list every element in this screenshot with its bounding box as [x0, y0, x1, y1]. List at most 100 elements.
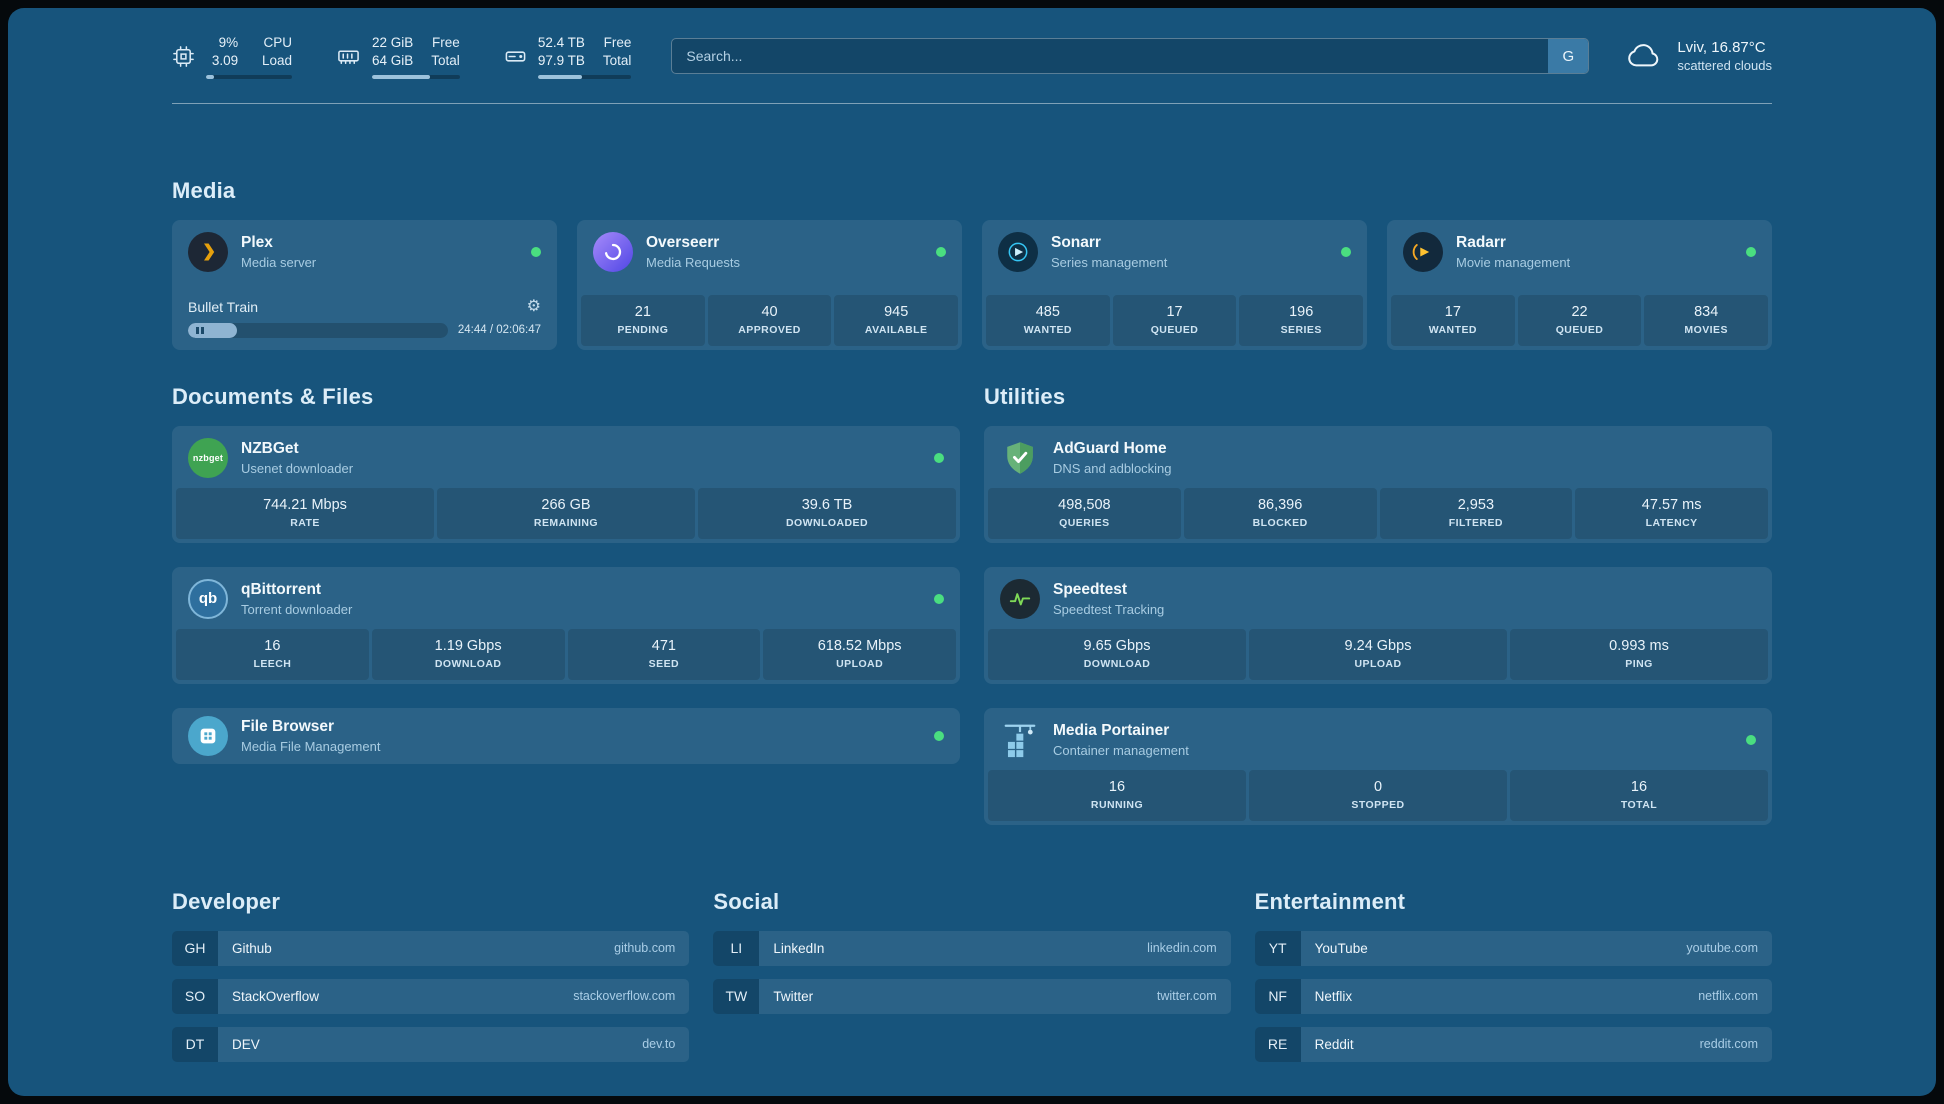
search-input[interactable] [671, 38, 1590, 75]
stat-label: FILTERED [1448, 516, 1503, 529]
stat-block: 266 GB REMAINING [437, 487, 695, 539]
status-dot [1746, 246, 1756, 257]
bookmark-body: Twitter twitter.com [759, 978, 1231, 1014]
now-playing-header: Bullet Train ⚙ [188, 297, 541, 315]
service-name: Media Portainer [1053, 721, 1170, 739]
stat-label: DOWNLOAD [434, 657, 502, 670]
service-card-plex: Plex Media server Bullet Train ⚙ 24:44 [172, 219, 557, 350]
status-dot [934, 452, 944, 463]
disk-widget: 52.4 TB Free 97.9 TB Total [504, 34, 632, 79]
topbar: 9% CPU 3.09 Load [172, 34, 1772, 79]
memory-widget: 22 GiB Free 64 GiB Total [336, 34, 460, 79]
documents-column: Documents & Files nzbget NZBGet Usenet d… [172, 384, 960, 764]
weather-widget: Lviv, 16.87°C scattered clouds [1623, 39, 1772, 73]
bookmark-abbr: LI [713, 930, 760, 966]
stat-block: 2,953 FILTERED [1379, 487, 1573, 539]
overseerr-icon [593, 231, 633, 272]
bookmark-body: Reddit reddit.com [1300, 1026, 1772, 1062]
service-names: qBittorrent Torrent downloader [241, 581, 352, 617]
bookmark-abbr: RE [1254, 1026, 1301, 1062]
stat-value: 834 [1694, 303, 1719, 320]
service-names: Speedtest Speedtest Tracking [1053, 581, 1164, 617]
service-stats: 744.21 Mbps RATE 266 GB REMAINING 39.6 T… [176, 487, 956, 539]
stat-block: 16 LEECH [176, 628, 369, 680]
cpu-widget-body: 9% CPU 3.09 Load [206, 34, 292, 79]
bookmark-body: YouTube youtube.com [1300, 930, 1772, 966]
stat-value: 2,953 [1457, 496, 1495, 513]
bookmark-abbr: SO [172, 978, 218, 1014]
bookmark-youtube[interactable]: YT YouTube youtube.com [1254, 930, 1772, 966]
plex-icon [188, 231, 228, 272]
service-link-sonarr[interactable]: Sonarr Series management [982, 220, 1367, 282]
bookmark-name: LinkedIn [773, 940, 825, 956]
bookmark-url: netflix.com [1698, 989, 1758, 1004]
bookmark-list: YT YouTube youtube.com NF Netflix netfli… [1254, 930, 1772, 1062]
service-link-plex[interactable]: Plex Media server [172, 220, 557, 282]
cpu-widget: 9% CPU 3.09 Load [172, 34, 292, 79]
service-subtitle: Movie management [1456, 254, 1571, 270]
stat-value: 16 [1108, 778, 1126, 795]
stat-value: 196 [1289, 303, 1314, 320]
search-provider-button[interactable]: G [1548, 39, 1589, 74]
gear-icon[interactable]: ⚙ [526, 297, 541, 315]
cpu-icon [172, 45, 195, 68]
filebrowser-icon [188, 715, 228, 756]
service-link-filebrowser[interactable]: File Browser Media File Management [172, 708, 960, 764]
bookmark-github[interactable]: GH Github github.com [172, 930, 690, 966]
bookmark-url: stackoverflow.com [573, 989, 676, 1004]
service-link-nzbget[interactable]: nzbget NZBGet Usenet downloader [172, 426, 960, 488]
stat-label: TOTAL [1620, 798, 1658, 811]
stat-value: 40 [761, 303, 778, 320]
bookmark-group-title: Developer [172, 888, 281, 914]
bookmark-body: Netflix netflix.com [1300, 978, 1772, 1014]
bookmark-abbr: TW [713, 978, 760, 1014]
stat-value: 22 [1571, 303, 1588, 320]
stat-label: PENDING [617, 323, 669, 336]
section-title-media: Media [172, 177, 236, 203]
service-link-qbittorrent[interactable]: qb qBittorrent Torrent downloader [172, 567, 960, 629]
stat-block: 0 STOPPED [1249, 769, 1507, 821]
stat-block: 47.57 ms LATENCY [1575, 487, 1768, 539]
now-playing-widget: Bullet Train ⚙ 24:44 / 02:06:47 [172, 297, 557, 350]
stat-value: 498,508 [1058, 496, 1111, 513]
stat-label: MOVIES [1684, 323, 1728, 336]
stat-block: 618.52 Mbps UPLOAD [763, 628, 956, 680]
service-name: Overseerr [646, 233, 720, 251]
bookmark-dev[interactable]: DT DEV dev.to [172, 1026, 690, 1062]
bookmark-abbr: DT [172, 1026, 218, 1062]
bookmark-list: GH Github github.com SO StackOverflow st… [172, 930, 690, 1062]
pause-icon[interactable] [196, 326, 204, 334]
service-name: Radarr [1456, 233, 1506, 251]
service-subtitle: Media Requests [646, 254, 740, 270]
portainer-icon [1000, 720, 1040, 760]
memory-free-value: 22 GiB [372, 35, 414, 50]
bookmark-reddit[interactable]: RE Reddit reddit.com [1254, 1026, 1772, 1062]
service-card-adguard: AdGuard Home DNS and adblocking 498,508 … [984, 425, 1772, 543]
bookmark-body: Github github.com [218, 930, 690, 966]
stat-label: SERIES [1280, 323, 1322, 336]
bookmark-name: DEV [232, 1036, 260, 1052]
service-link-speedtest[interactable]: Speedtest Speedtest Tracking [984, 567, 1772, 629]
service-link-portainer[interactable]: Media Portainer Container management [984, 708, 1772, 770]
stat-value: 9.24 Gbps [1344, 637, 1412, 654]
service-link-adguard[interactable]: AdGuard Home DNS and adblocking [984, 426, 1772, 488]
service-names: Sonarr Series management [1051, 234, 1167, 270]
service-link-radarr[interactable]: Radarr Movie management [1387, 220, 1772, 282]
bookmark-twitter[interactable]: TW Twitter twitter.com [713, 978, 1231, 1014]
bookmark-url: twitter.com [1156, 989, 1217, 1004]
disk-free-label: Free [603, 35, 632, 50]
service-subtitle: Usenet downloader [241, 460, 354, 476]
bookmark-stackoverflow[interactable]: SO StackOverflow stackoverflow.com [172, 978, 690, 1014]
memory-widget-body: 22 GiB Free 64 GiB Total [372, 34, 460, 79]
service-names: NZBGet Usenet downloader [241, 440, 353, 476]
service-subtitle: Container management [1053, 742, 1189, 758]
service-name: AdGuard Home [1053, 439, 1167, 457]
service-link-overseerr[interactable]: Overseerr Media Requests [577, 220, 962, 282]
playback-progress-bar[interactable] [188, 322, 448, 338]
bookmark-linkedin[interactable]: LI LinkedIn linkedin.com [713, 930, 1231, 966]
memory-free-label: Free [432, 35, 460, 50]
bookmark-netflix[interactable]: NF Netflix netflix.com [1254, 978, 1772, 1014]
bookmark-group-social: Social LI LinkedIn linkedin.com TW Twitt… [713, 889, 1231, 1062]
stat-label: DOWNLOAD [1083, 657, 1151, 670]
bookmark-url: linkedin.com [1147, 941, 1217, 956]
